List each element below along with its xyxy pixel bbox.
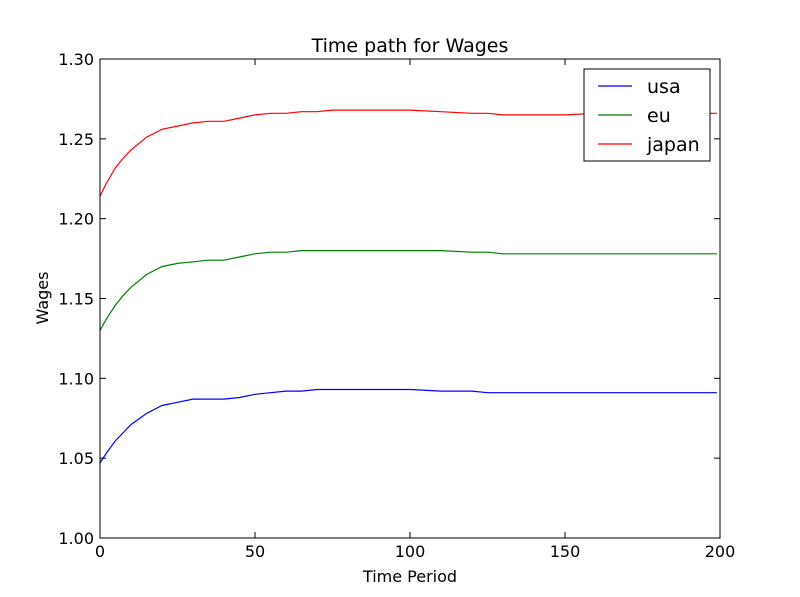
y-tick-label: 1.25	[58, 130, 94, 149]
legend-label-japan: japan	[646, 134, 700, 156]
y-tick-label: 1.15	[58, 290, 94, 309]
y-tick-label: 1.20	[58, 210, 94, 229]
x-axis-label: Time Period	[362, 567, 457, 586]
x-tick-label: 50	[245, 542, 265, 561]
y-tick-label: 1.05	[58, 449, 94, 468]
x-tick-label: 100	[395, 542, 426, 561]
series-line-eu	[99, 250, 717, 331]
chart-title: Time path for Wages	[311, 35, 509, 57]
legend-label-usa: usa	[647, 76, 681, 98]
y-tick-label: 1.30	[58, 50, 94, 69]
x-tick-label: 0	[95, 542, 105, 561]
axis-ticks: 0 50 100 150 200 1.00 1.05 1.10 1.15 1.20 1.25 1.30	[58, 50, 735, 561]
y-axis-label: Wages	[33, 272, 52, 325]
x-tick-label: 150	[550, 542, 581, 561]
legend: usa eu japan	[583, 68, 711, 162]
y-tick-label: 1.00	[58, 529, 94, 548]
series-layer	[99, 109, 717, 464]
legend-label-eu: eu	[647, 105, 671, 127]
series-line-japan	[99, 109, 717, 197]
series-line-usa	[99, 388, 717, 464]
x-tick-label: 200	[705, 542, 736, 561]
y-tick-label: 1.10	[58, 369, 94, 388]
